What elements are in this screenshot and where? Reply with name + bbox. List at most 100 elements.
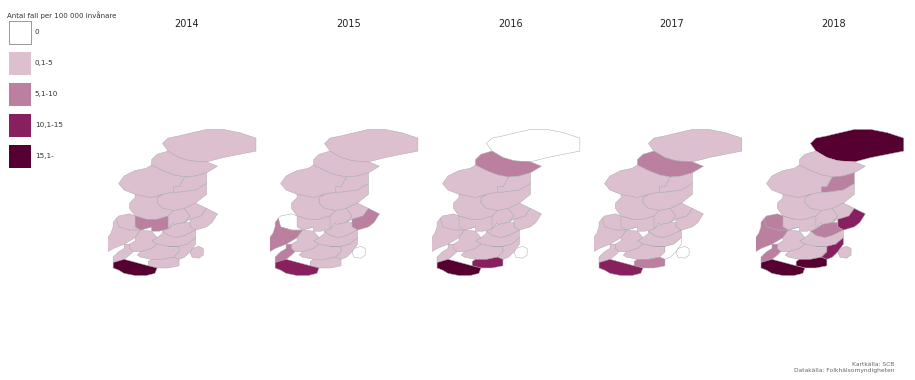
Polygon shape [299,244,341,259]
Polygon shape [800,230,844,246]
Polygon shape [297,216,336,231]
Polygon shape [281,165,347,198]
Polygon shape [767,165,833,198]
Polygon shape [638,230,682,246]
Polygon shape [190,246,203,258]
Polygon shape [310,257,341,268]
Polygon shape [778,194,822,219]
Polygon shape [325,223,358,238]
Polygon shape [275,244,295,263]
Polygon shape [476,230,520,246]
Text: 5,1-10: 5,1-10 [35,91,59,97]
Polygon shape [113,259,157,276]
Polygon shape [476,151,542,177]
Polygon shape [347,203,369,223]
Polygon shape [660,173,693,192]
Polygon shape [330,209,352,229]
Polygon shape [190,209,218,230]
Title: 2015: 2015 [336,19,361,29]
Polygon shape [778,230,805,252]
Polygon shape [174,173,207,192]
Polygon shape [185,203,207,223]
Polygon shape [638,151,704,177]
Polygon shape [761,244,780,263]
Polygon shape [816,238,844,259]
Polygon shape [157,184,207,211]
Polygon shape [816,209,838,229]
Polygon shape [481,184,531,211]
Polygon shape [800,151,866,177]
Polygon shape [115,214,152,230]
Polygon shape [130,230,157,252]
Polygon shape [514,246,527,258]
Polygon shape [761,259,805,276]
Polygon shape [599,244,619,263]
Text: 10,1-15: 10,1-15 [35,122,63,128]
Polygon shape [148,257,179,268]
Polygon shape [805,184,855,211]
Polygon shape [605,165,671,198]
Polygon shape [352,246,365,258]
Polygon shape [643,184,693,211]
Polygon shape [616,230,643,252]
Polygon shape [838,246,851,258]
Polygon shape [649,130,742,162]
Polygon shape [461,244,503,259]
Title: 2018: 2018 [822,19,846,29]
Polygon shape [492,238,520,259]
Polygon shape [426,218,465,252]
Polygon shape [152,230,196,246]
Polygon shape [616,194,660,219]
Polygon shape [443,165,509,198]
Polygon shape [676,209,704,230]
Polygon shape [634,257,665,268]
Polygon shape [163,130,256,162]
Polygon shape [487,130,580,162]
Polygon shape [822,173,855,192]
Polygon shape [783,216,822,231]
Polygon shape [654,238,682,259]
Polygon shape [437,244,457,263]
Polygon shape [514,209,542,230]
Polygon shape [292,194,336,219]
Polygon shape [833,203,855,223]
Polygon shape [796,257,827,268]
Polygon shape [621,216,660,231]
Polygon shape [168,209,190,229]
Title: 2016: 2016 [498,19,522,29]
Polygon shape [811,130,904,162]
Polygon shape [654,209,676,229]
Polygon shape [676,246,689,258]
Polygon shape [811,223,844,238]
Polygon shape [314,230,358,246]
Polygon shape [439,214,476,230]
Text: 15,1-: 15,1- [35,153,53,159]
Bar [8,114,31,137]
Polygon shape [588,218,627,252]
Polygon shape [152,151,218,177]
Polygon shape [671,203,693,223]
Polygon shape [785,244,827,259]
Polygon shape [277,214,314,230]
Polygon shape [352,209,380,230]
Polygon shape [137,244,179,259]
Polygon shape [498,173,531,192]
Text: 0,1-5: 0,1-5 [35,60,53,66]
Polygon shape [599,259,643,276]
Polygon shape [135,216,174,231]
Polygon shape [292,230,319,252]
Polygon shape [330,238,358,259]
Polygon shape [102,218,141,252]
Text: Antal fall per 100 000 invånare: Antal fall per 100 000 invånare [6,11,116,19]
Title: 2014: 2014 [174,19,199,29]
Polygon shape [459,216,498,231]
Polygon shape [275,259,319,276]
Polygon shape [163,223,196,238]
Polygon shape [454,230,481,252]
Text: 0: 0 [35,29,39,35]
Polygon shape [314,151,380,177]
Polygon shape [319,184,369,211]
Polygon shape [264,218,303,252]
Polygon shape [509,203,531,223]
Polygon shape [472,257,503,268]
